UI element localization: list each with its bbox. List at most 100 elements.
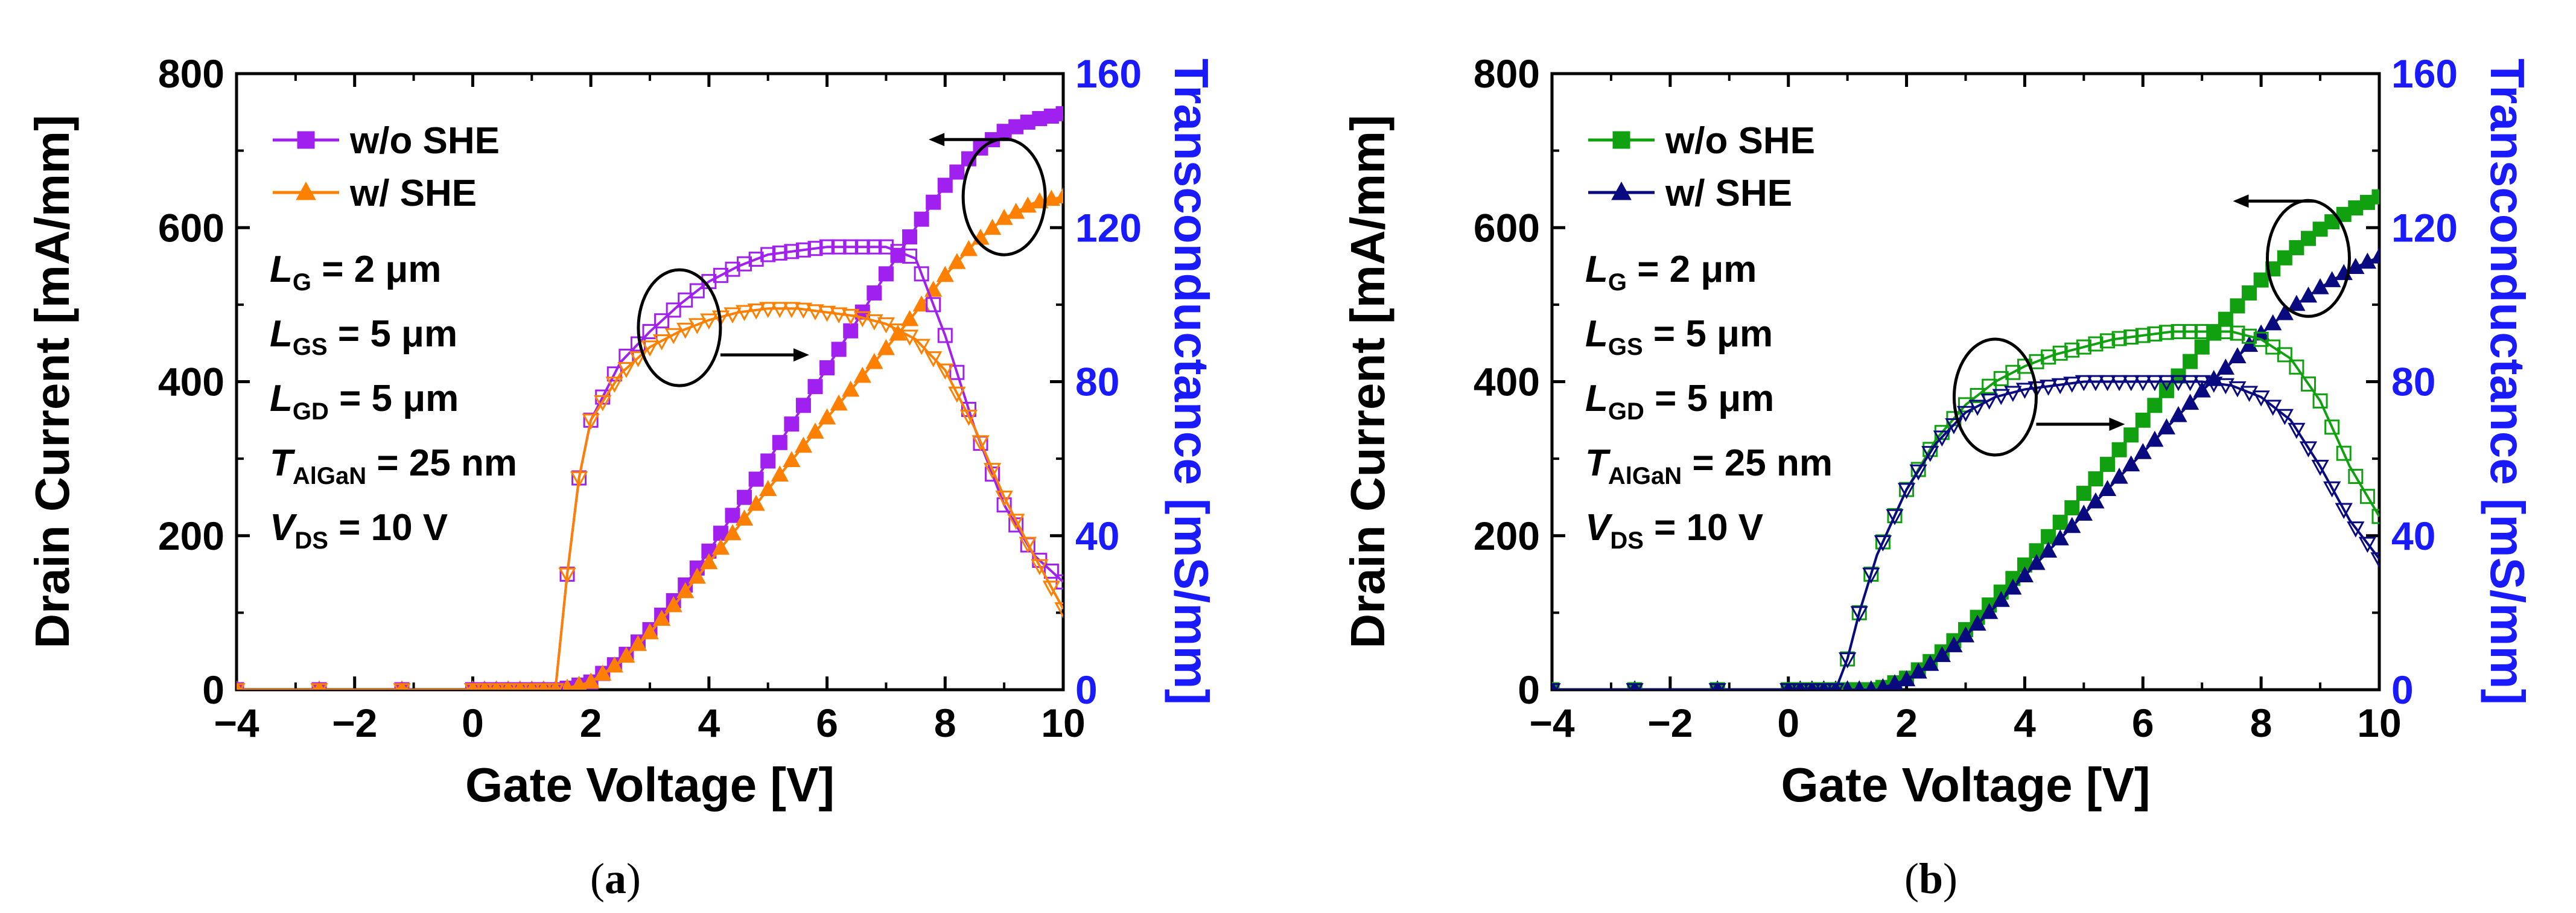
y-right-tick-label: 40 (2391, 514, 2435, 558)
data-point (1779, 683, 1798, 690)
data-point (1876, 678, 1889, 690)
data-point (2076, 339, 2091, 355)
series-3 (1552, 375, 2379, 690)
y-left-tick-label: 600 (1474, 205, 1540, 250)
data-point (830, 394, 848, 411)
data-point (972, 435, 990, 451)
data-point (2253, 331, 2269, 347)
data-point (1709, 682, 1725, 690)
data-point (2300, 376, 2316, 392)
data-point (2228, 347, 2247, 363)
x-axis-title: Gate Voltage [V] (1781, 758, 2151, 812)
data-point (2240, 336, 2259, 352)
annotation-ellipse (961, 137, 1047, 256)
data-series (237, 106, 1063, 690)
data-point (2075, 504, 2093, 521)
data-point (2288, 422, 2306, 439)
data-point (2230, 298, 2245, 314)
data-point (759, 302, 777, 319)
data-point (499, 683, 517, 690)
data-point (511, 683, 529, 690)
y-right-tick-label: 80 (2391, 360, 2435, 404)
y-right-tick-label: 80 (1075, 360, 1119, 404)
data-point (2181, 375, 2199, 392)
parameter-subscript: GS (293, 334, 328, 360)
series-3 (237, 302, 1063, 690)
data-point (558, 567, 576, 584)
data-point (783, 451, 801, 468)
data-point (1814, 683, 1833, 690)
data-point (1031, 192, 1049, 209)
data-point (1862, 567, 1880, 584)
data-point (843, 239, 859, 255)
data-point (2171, 324, 2186, 340)
x-axis-title: Gate Voltage [V] (465, 758, 835, 812)
data-point (807, 241, 823, 256)
data-point (877, 339, 895, 355)
data-point (2098, 375, 2117, 392)
data-point (477, 682, 492, 690)
y-left-tick-label: 200 (1474, 514, 1540, 558)
data-point (2039, 380, 2058, 396)
data-point (949, 364, 965, 380)
data-point (1019, 196, 1037, 213)
parameter-value: = 25 nm (1682, 442, 1833, 484)
annotation-arrowhead (2109, 418, 2125, 431)
y-axis-right: 0 40 80 120 160 (1050, 51, 1142, 712)
y-right-tick-label: 160 (1075, 51, 1142, 96)
data-point (463, 683, 482, 690)
y-right-axis-title: Transconductance [mS/mm] (1165, 59, 1218, 705)
data-point (1781, 682, 1796, 690)
data-point (2264, 314, 2282, 331)
data-point (1042, 581, 1061, 597)
x-tick-label: 10 (2357, 701, 2401, 745)
y-left-tick-label: 200 (158, 514, 224, 558)
data-point (784, 416, 800, 432)
data-point (629, 351, 647, 367)
data-point (795, 242, 811, 258)
data-point (2087, 492, 2105, 509)
data-point (1910, 462, 1926, 477)
panel-label: (a) (590, 854, 641, 903)
data-point (1992, 591, 2010, 607)
data-point (1897, 483, 1916, 499)
data-point (2052, 345, 2068, 361)
parameter-symbol: T (270, 442, 296, 484)
data-point (2157, 375, 2176, 392)
y-right-tick-label: 40 (1075, 514, 1119, 558)
data-point (2347, 258, 2365, 274)
data-point (2289, 359, 2304, 375)
parameter-value: = 2 μm (1627, 249, 1757, 290)
data-point (1816, 682, 1831, 690)
data-point (2064, 342, 2080, 358)
parameter-line: LGD = 5 μm (1585, 378, 1774, 425)
y-right-tick-label: 160 (2391, 51, 2458, 96)
data-point (724, 307, 742, 323)
data-point (2240, 386, 2259, 402)
data-point (2122, 375, 2140, 392)
data-point (1909, 464, 1927, 481)
parameter-value: = 10 V (328, 507, 448, 549)
data-point (2371, 189, 2379, 205)
legend: w/o SHE w/ SHE (273, 120, 500, 214)
x-tick-label: 8 (934, 701, 956, 745)
data-point (2194, 339, 2210, 355)
data-point (2275, 409, 2294, 425)
legend-label: w/o SHE (1665, 120, 1815, 162)
data-point (818, 408, 836, 425)
data-point (605, 377, 623, 393)
data-point (2100, 457, 2116, 472)
data-point (2076, 486, 2091, 501)
data-point (2289, 240, 2304, 255)
x-tick-label: 6 (816, 701, 838, 745)
data-point (937, 328, 953, 343)
data-point (1982, 378, 1997, 394)
parameter-subscript: DS (1610, 527, 1644, 554)
data-point (2242, 328, 2257, 344)
panel-a: −4 −2 0 2 4 6 8 10020040060080004080120160Gate … (25, 51, 1218, 903)
data-point (831, 342, 847, 357)
data-point (1874, 535, 1892, 552)
data-point (902, 229, 918, 245)
legend-marker (1612, 131, 1630, 149)
data-point (546, 683, 565, 690)
